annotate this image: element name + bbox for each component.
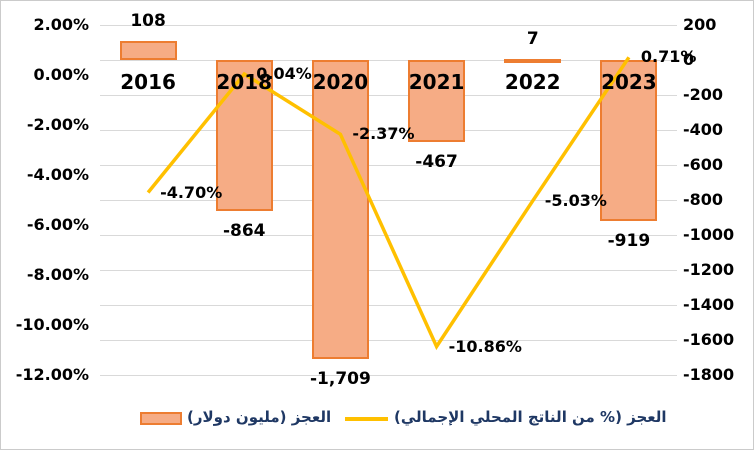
bar-value-label: -919: [607, 230, 651, 251]
line-value-label: -4.70%: [160, 182, 223, 202]
right-axis-tick: 0: [683, 50, 695, 69]
right-axis-tick: -1600: [683, 330, 735, 349]
right-axis-tick: -1800: [683, 365, 735, 384]
bar: [119, 41, 177, 60]
right-axis-tick: -1000: [683, 225, 735, 244]
line-value-label: -5.03%: [544, 190, 607, 210]
category-label: 2022: [504, 70, 561, 94]
left-axis-tick: -10.00%: [15, 315, 89, 334]
gridline: [100, 340, 677, 341]
left-axis-tick: -2.00%: [26, 115, 89, 134]
left-axis-tick: -6.00%: [26, 215, 89, 234]
category-label: 2020: [312, 70, 369, 94]
gridline: [100, 270, 677, 271]
gridline: [100, 25, 677, 26]
right-axis-tick: -800: [683, 190, 724, 209]
legend-bar-swatch-icon: [140, 412, 182, 425]
category-label: 2016: [120, 70, 176, 94]
gridline: [100, 305, 677, 306]
right-axis-tick: -1400: [683, 295, 735, 314]
category-label: 2021: [408, 70, 465, 94]
gridline: [100, 60, 677, 61]
right-axis-tick: -600: [683, 155, 724, 174]
right-axis-tick: 200: [683, 15, 717, 34]
gridline: [100, 95, 677, 96]
category-label: 2018: [216, 70, 273, 94]
legend-bar-series-label: العجز (مليون دولار): [187, 408, 332, 426]
left-axis-tick: -8.00%: [26, 265, 89, 284]
legend-line-series-label: العجز (% من الناتج المحلي الإجمالي): [394, 408, 667, 426]
line-value-label: 0.71%: [640, 47, 697, 67]
bar-value-label: -1,709: [309, 369, 371, 390]
right-axis-tick: -1200: [683, 260, 735, 279]
left-axis-tick: 2.00%: [33, 15, 89, 34]
right-axis-tick: -400: [683, 120, 724, 139]
bar-value-label: 7: [526, 28, 539, 49]
bar-value-label: -467: [415, 151, 458, 172]
left-axis-tick: -4.00%: [26, 165, 89, 184]
line-value-label: -2.37%: [352, 124, 415, 144]
left-axis-tick: -12.00%: [15, 365, 89, 384]
right-axis-tick: -200: [683, 85, 724, 104]
line-value-label: 0.04%: [256, 64, 312, 83]
category-label: 2023: [601, 70, 657, 94]
bar: [504, 58, 562, 63]
gridline: [100, 375, 677, 376]
bar-value-label: 108: [130, 11, 166, 32]
bar: [311, 60, 369, 360]
left-axis-tick: 0.00%: [33, 65, 89, 84]
line-value-label: -10.86%: [448, 336, 522, 356]
legend-line-swatch-icon: [345, 417, 388, 421]
bar-value-label: -864: [222, 221, 266, 242]
